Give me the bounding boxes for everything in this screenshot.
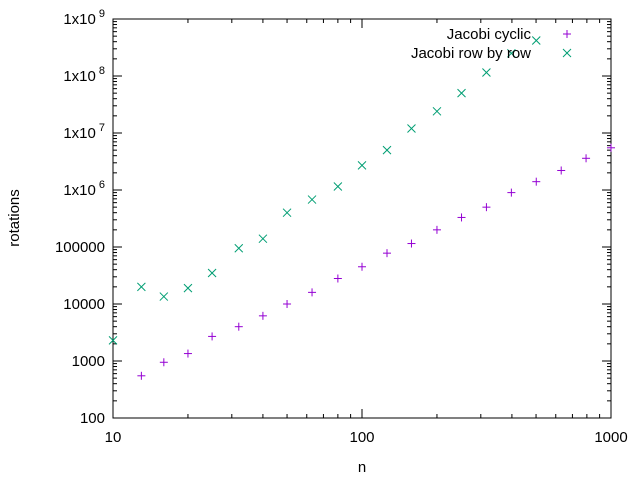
y-tick-exponent: 8: [99, 65, 105, 77]
data-point: [382, 145, 392, 155]
data-point: [432, 106, 442, 116]
data-point: [607, 143, 615, 152]
y-tick-base: 1x10: [63, 182, 96, 199]
data-point: [507, 188, 516, 197]
legend-label: Jacobi row by row: [411, 45, 531, 62]
data-point: [137, 282, 146, 292]
y-axis-label: rotations: [6, 189, 23, 247]
data-point: [283, 300, 292, 308]
data-point: [208, 332, 217, 341]
y-tick-exponent: 6: [99, 179, 105, 191]
y-tick-label: 1x10 6: [63, 179, 105, 199]
data-point: [482, 203, 491, 212]
x-tick-label: 1000: [594, 429, 627, 446]
series-plus: [137, 143, 615, 380]
data-point: [159, 358, 168, 367]
data-point: [382, 249, 391, 258]
series-cross: [108, 36, 541, 345]
series-layer: [108, 36, 615, 380]
data-point: [482, 68, 491, 77]
legend-label: Jacobi cyclic: [447, 26, 532, 43]
y-tick-label: 1x10 9: [63, 8, 105, 28]
data-point: [532, 177, 541, 186]
data-point: [457, 88, 466, 98]
legend: Jacobi cyclic Jacobi row by row: [411, 26, 572, 62]
data-point: [183, 283, 193, 293]
x-axis: 10 100 1000: [105, 19, 628, 446]
data-point: [358, 262, 366, 271]
y-tick-label: 1000: [72, 353, 105, 370]
data-point: [333, 274, 342, 283]
data-point: [457, 213, 466, 222]
y-tick-base: 1x10: [63, 11, 96, 28]
x-tick-label: 10: [105, 429, 122, 446]
y-tick-label: 10000: [63, 296, 105, 313]
data-point: [432, 225, 441, 234]
data-point: [234, 243, 244, 253]
data-point: [159, 292, 169, 301]
plot-frame: [112, 18, 612, 419]
data-point: [282, 208, 292, 218]
data-point: [308, 288, 317, 297]
data-point: [108, 336, 118, 345]
data-point: [183, 349, 192, 358]
data-point: [234, 322, 243, 331]
data-point: [258, 234, 268, 244]
y-tick-label: 100: [80, 410, 105, 427]
data-point: [407, 239, 416, 248]
data-point: [258, 311, 267, 320]
y-tick-label: 100000: [55, 239, 105, 256]
data-point: [357, 161, 367, 170]
data-point: [407, 124, 416, 133]
y-tick-label: 1x10 8: [63, 65, 105, 85]
data-point: [207, 268, 217, 278]
data-point: [582, 154, 591, 163]
data-point: [137, 371, 146, 380]
y-tick-exponent: 7: [99, 122, 105, 134]
x-axis-label: n: [358, 459, 366, 476]
data-point: [333, 182, 343, 191]
legend-marker: [563, 30, 571, 38]
y-tick-base: 1x10: [63, 125, 96, 142]
y-tick-base: 1x10: [63, 68, 96, 85]
data-point: [307, 195, 317, 204]
y-tick-label: 1x10 7: [63, 122, 105, 142]
data-point: [557, 166, 566, 175]
y-tick-exponent: 9: [99, 8, 105, 20]
x-tick-label: 100: [349, 429, 374, 446]
data-point: [531, 36, 541, 45]
legend-marker: [562, 48, 572, 58]
data-point: [507, 48, 516, 58]
